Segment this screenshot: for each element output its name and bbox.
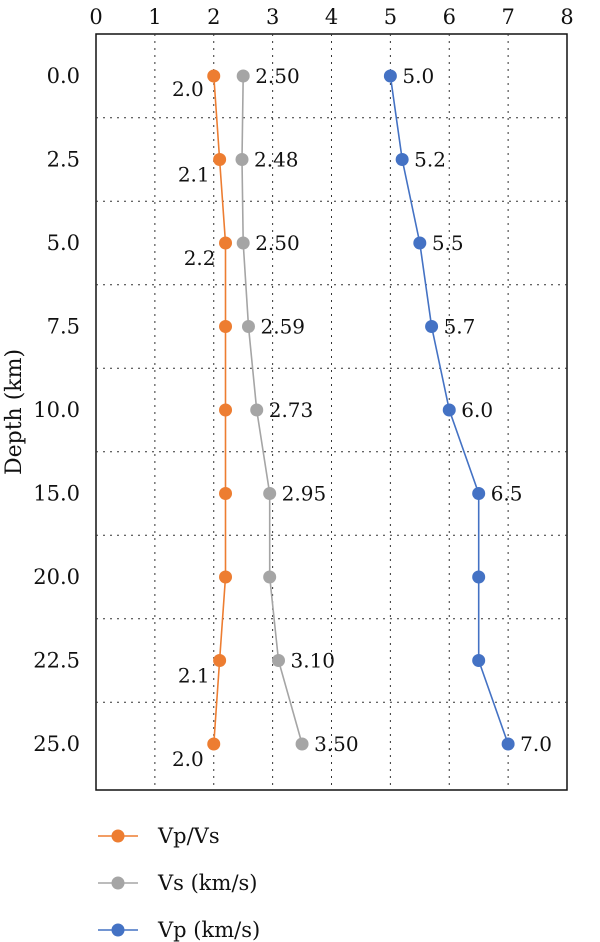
data-label: 5.0	[402, 64, 434, 88]
data-label: 5.5	[432, 231, 464, 255]
data-point	[219, 403, 233, 417]
data-point	[219, 236, 233, 250]
data-label: 2.1	[178, 163, 210, 187]
data-label: 6.5	[491, 482, 523, 506]
legend-marker	[111, 876, 125, 890]
data-point	[472, 570, 486, 584]
data-point	[272, 654, 286, 667]
data-label: 5.2	[414, 148, 446, 172]
data-point	[501, 737, 515, 751]
data-label: 2.73	[269, 398, 314, 422]
data-label: 6.0	[461, 398, 493, 422]
data-point	[219, 487, 233, 500]
data-point	[263, 570, 277, 584]
y-axis-title: Depth (km)	[2, 349, 27, 475]
data-point	[236, 236, 250, 250]
legend-marker	[111, 829, 125, 843]
data-point	[472, 654, 486, 667]
data-point	[250, 403, 264, 417]
data-point	[241, 320, 255, 333]
data-point	[425, 320, 439, 333]
x-tick-label: 1	[148, 5, 161, 29]
data-label: 2.95	[282, 482, 327, 506]
data-point	[295, 737, 309, 751]
y-tick-label: 7.5	[47, 315, 80, 339]
data-label: 2.0	[172, 747, 204, 771]
legend-marker	[111, 923, 125, 937]
x-tick-label: 3	[266, 5, 279, 29]
data-label: 2.0	[172, 77, 204, 101]
data-label: 2.50	[255, 231, 300, 255]
data-point	[207, 69, 221, 83]
data-point	[263, 487, 277, 500]
y-tick-label: 2.5	[47, 148, 80, 172]
data-point	[413, 236, 427, 250]
data-label: 3.50	[314, 732, 359, 756]
data-label: 2.48	[254, 148, 299, 172]
data-label: 5.7	[444, 315, 476, 339]
data-point	[383, 69, 397, 83]
y-tick-label: 0.0	[47, 64, 80, 88]
y-tick-label: 20.0	[33, 565, 80, 589]
y-tick-label: 5.0	[47, 231, 80, 255]
legend-label: Vp/Vs	[157, 824, 220, 848]
data-point	[235, 153, 249, 166]
x-tick-label: 7	[501, 5, 514, 29]
data-point	[207, 737, 221, 751]
legend-label: Vs (km/s)	[157, 871, 258, 895]
x-tick-label: 2	[207, 5, 220, 29]
x-tick-label: 8	[560, 5, 573, 29]
data-point	[213, 153, 227, 166]
x-tick-label: 4	[325, 5, 338, 29]
data-label: 2.59	[260, 315, 305, 339]
y-tick-label: 22.5	[33, 649, 80, 673]
data-point	[213, 654, 227, 667]
data-point	[472, 487, 486, 500]
data-point	[442, 403, 456, 417]
y-tick-label: 10.0	[33, 398, 80, 422]
data-label: 2.50	[255, 64, 300, 88]
data-label: 2.1	[178, 664, 210, 688]
data-label: 3.10	[291, 649, 336, 673]
data-point	[236, 69, 250, 83]
data-label: 2.2	[184, 246, 216, 270]
y-tick-label: 25.0	[33, 732, 80, 756]
data-point	[395, 153, 409, 166]
data-point	[219, 570, 233, 584]
x-tick-label: 5	[384, 5, 397, 29]
y-tick-label: 15.0	[33, 482, 80, 506]
x-tick-label: 0	[89, 5, 102, 29]
x-tick-label: 6	[443, 5, 456, 29]
legend-label: Vp (km/s)	[157, 918, 260, 942]
data-label: 7.0	[520, 732, 552, 756]
data-point	[219, 320, 233, 333]
